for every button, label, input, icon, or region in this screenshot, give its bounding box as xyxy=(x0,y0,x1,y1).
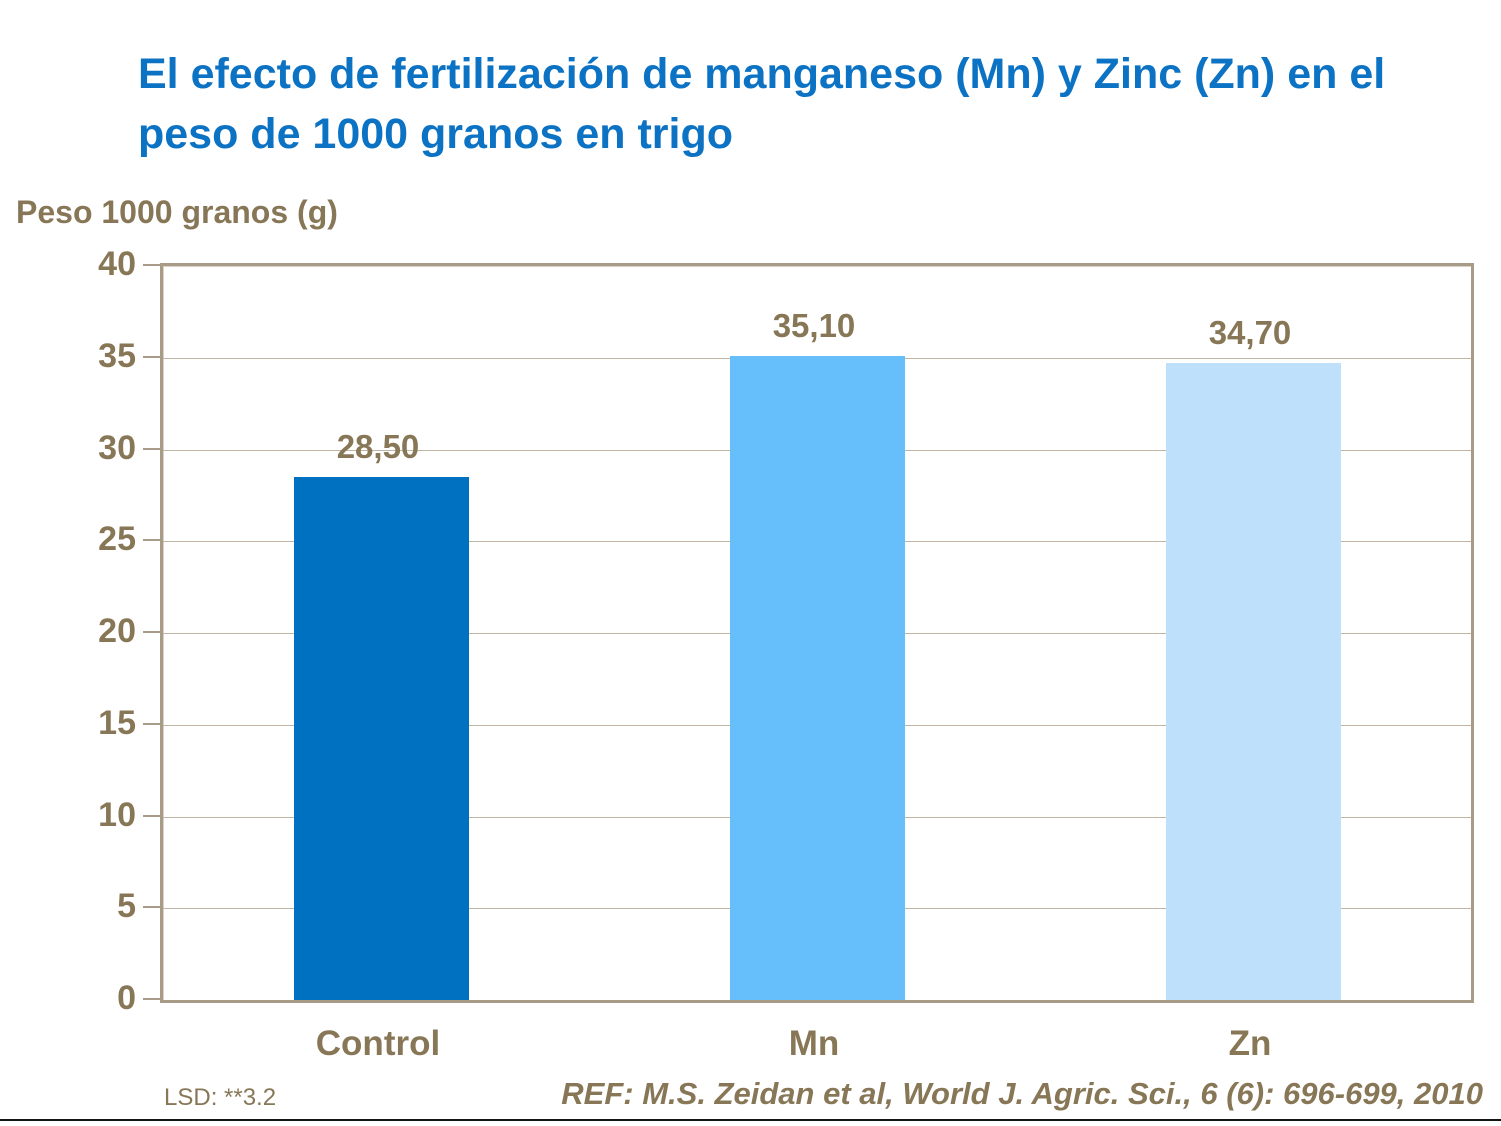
ytick-label: 0 xyxy=(117,979,136,1017)
y-axis-title: Peso 1000 granos (g) xyxy=(16,194,338,230)
category-label-zn: Zn xyxy=(1228,1024,1272,1063)
ytick-label: 5 xyxy=(117,887,136,925)
ytick-mark xyxy=(143,448,160,450)
reference-citation: REF: M.S. Zeidan et al, World J. Agric. … xyxy=(561,1076,1483,1111)
ytick-mark xyxy=(143,356,160,358)
ytick-mark xyxy=(143,723,160,725)
ytick-label: 30 xyxy=(98,429,136,467)
category-label-mn: Mn xyxy=(788,1024,840,1063)
ytick-label: 15 xyxy=(98,704,136,742)
ytick-mark xyxy=(143,998,160,1000)
bottom-border-line xyxy=(0,1119,1501,1121)
ytick-label: 35 xyxy=(98,337,136,375)
value-label-zn: 34,70 xyxy=(1208,314,1292,351)
ytick-label: 25 xyxy=(98,520,136,558)
bar-mn xyxy=(730,356,905,1000)
value-label-mn: 35,10 xyxy=(772,307,856,344)
ytick-label: 40 xyxy=(98,245,136,283)
ytick-mark xyxy=(143,631,160,633)
bar-zn xyxy=(1166,363,1341,1000)
value-label-control: 28,50 xyxy=(336,428,420,465)
ytick-label: 10 xyxy=(98,796,136,834)
ytick-mark xyxy=(143,539,160,541)
ytick-label: 20 xyxy=(98,612,136,650)
ytick-mark xyxy=(143,815,160,817)
lsd-note: LSD: **3.2 xyxy=(164,1084,277,1111)
ytick-mark xyxy=(143,264,160,266)
plot-area xyxy=(160,263,1474,1003)
bar-control xyxy=(294,477,469,1000)
category-label-control: Control xyxy=(315,1024,441,1063)
ytick-mark xyxy=(143,906,160,908)
chart-title: El efecto de fertilización de manganeso … xyxy=(138,50,1386,159)
